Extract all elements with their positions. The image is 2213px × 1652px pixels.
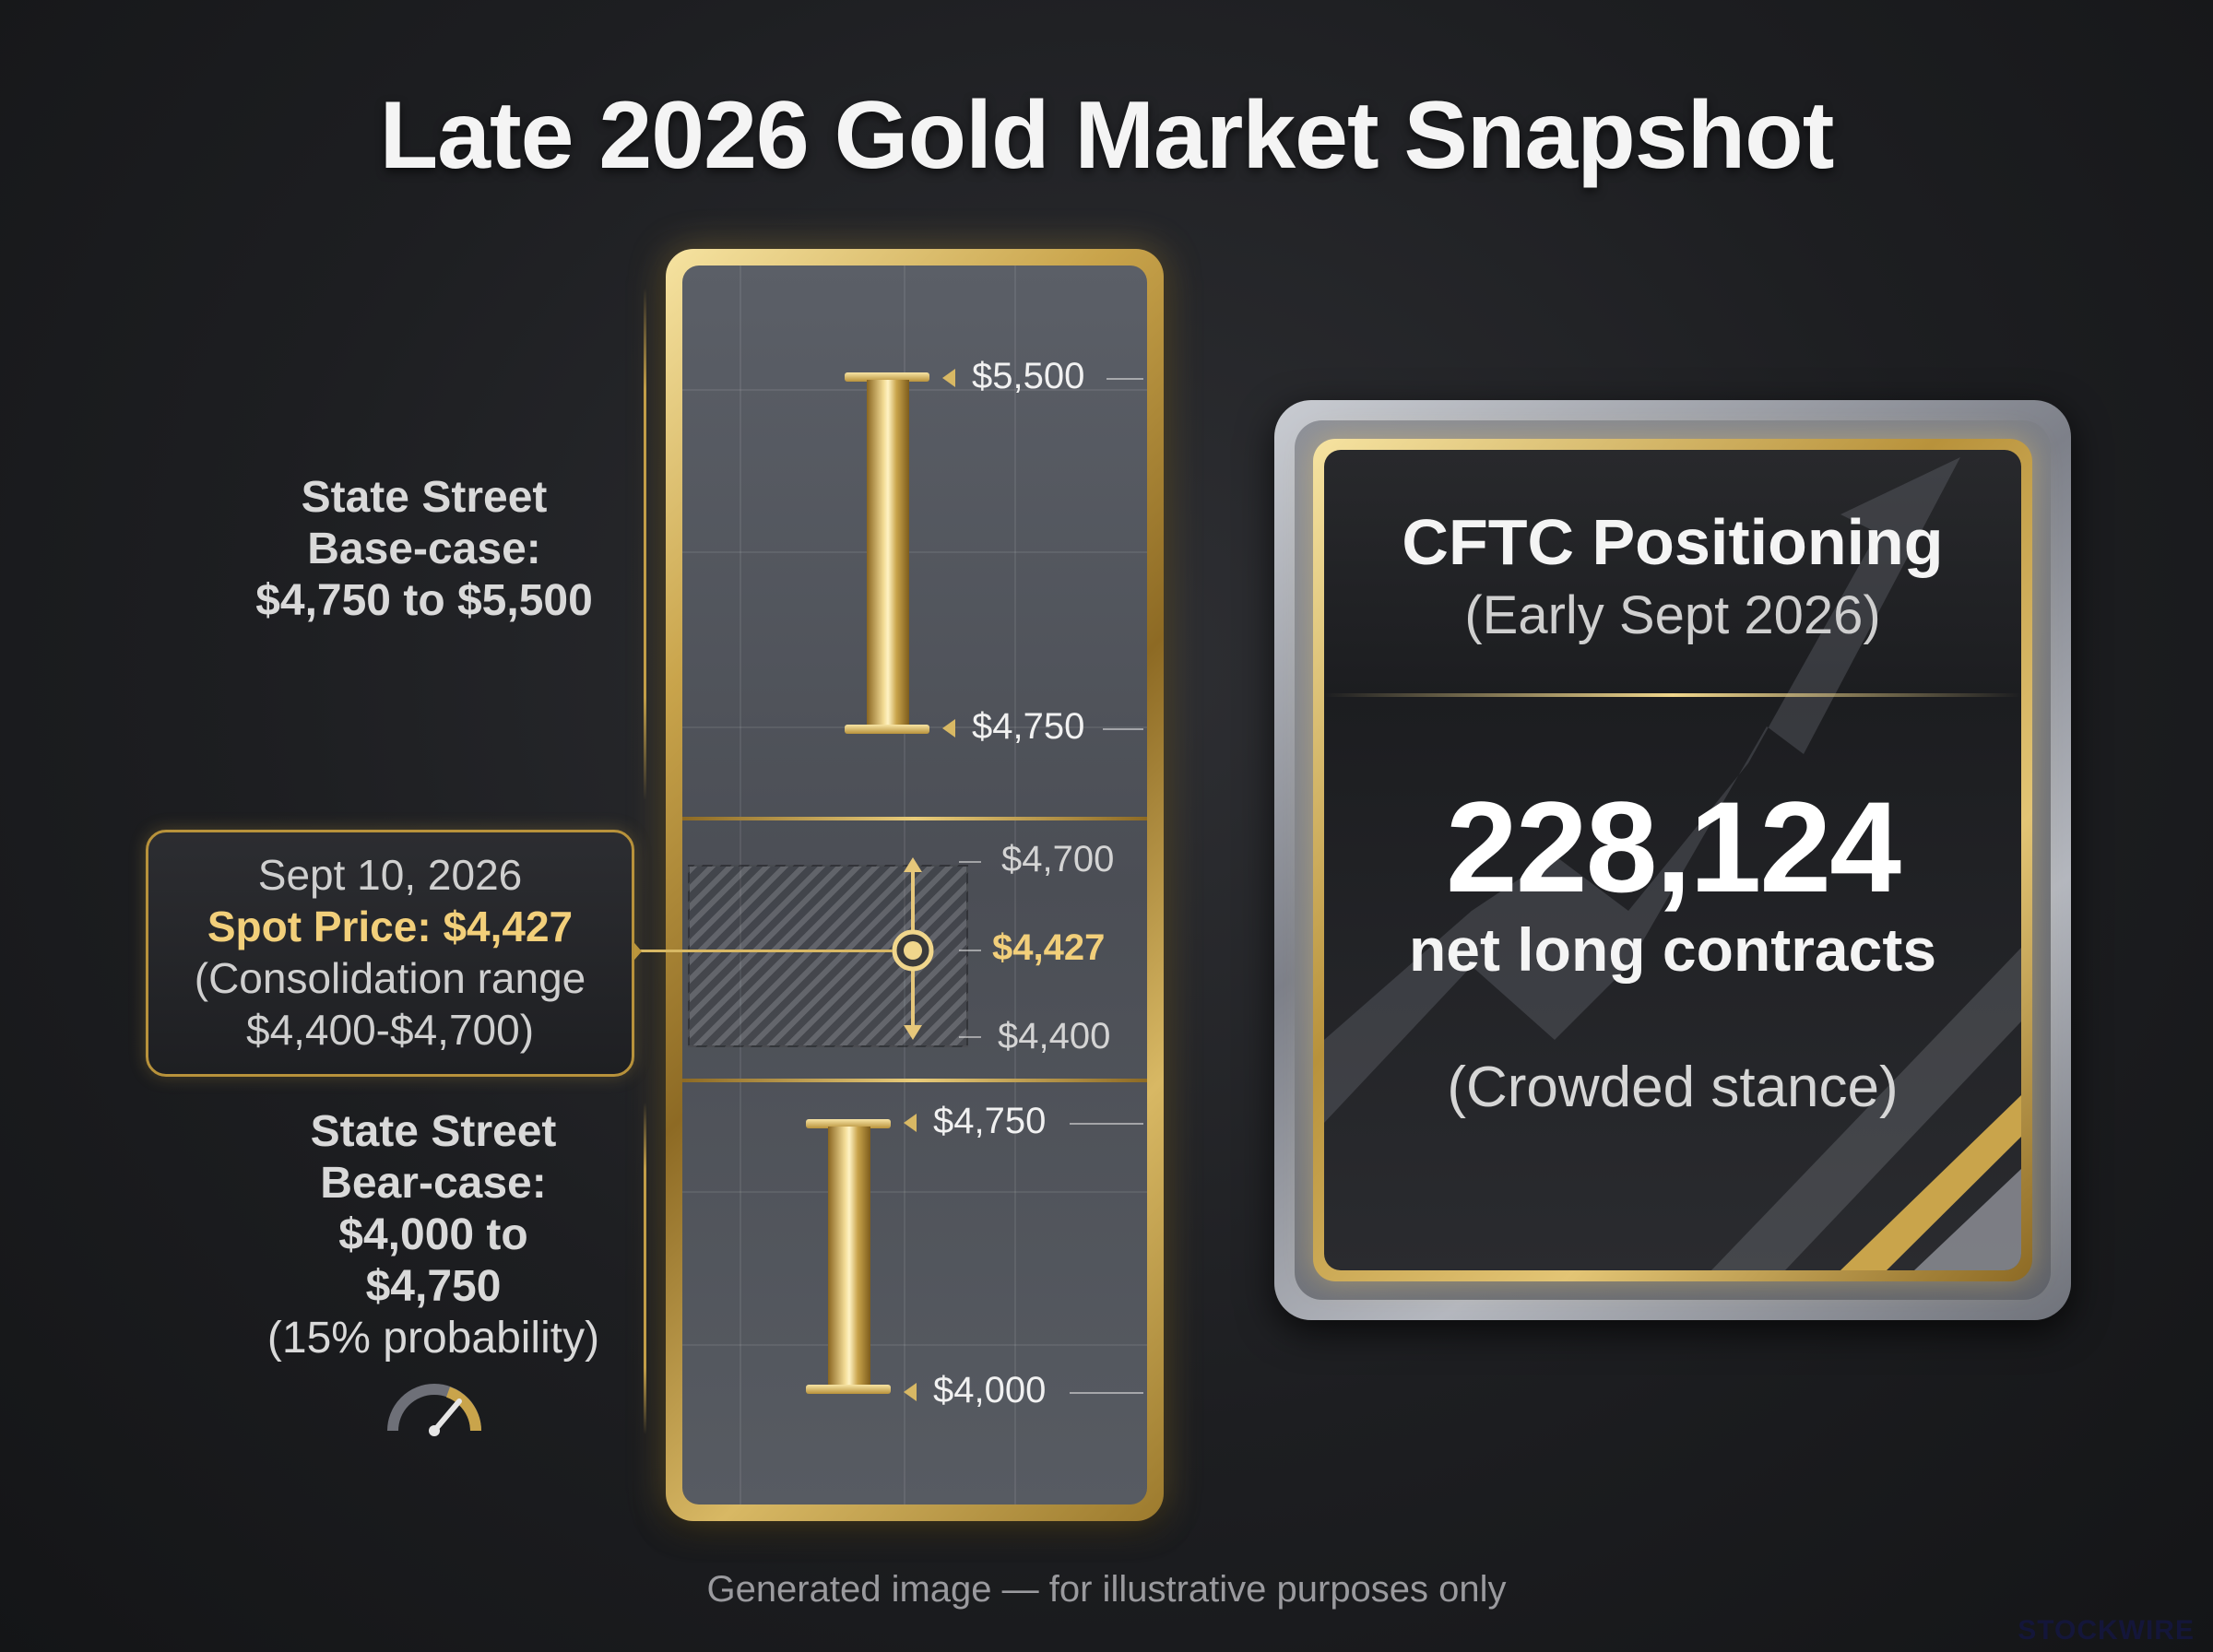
base-case-range: $4,750 to $5,500 xyxy=(255,576,593,625)
brand-watermark: STOCKWIRE xyxy=(2018,1615,2195,1646)
base-case-bar-bottom xyxy=(845,725,929,734)
base-low-pointer xyxy=(942,719,955,738)
bear-case-line2: Bear-case: xyxy=(320,1159,547,1208)
base-case-bracket xyxy=(644,288,646,800)
spot-marker xyxy=(892,857,934,1040)
base-case-text: State Street Base-case: $4,750 to $5,500 xyxy=(203,472,645,627)
base-case-bar xyxy=(867,380,909,726)
spot-date: Sept 10, 2026 xyxy=(257,851,523,899)
cftc-card-divider xyxy=(1324,693,2021,697)
cftc-card: CFTC Positioning (Early Sept 2026) 228,1… xyxy=(1324,450,2021,1270)
spot-lower-label: $4,400 xyxy=(998,1016,1111,1056)
consolidation-range-line2: $4,400-$4,700) xyxy=(245,1006,535,1054)
spot-price-callout: Sept 10, 2026 Spot Price: $4,427 (Consol… xyxy=(146,830,634,1077)
bear-case-line4: $4,750 xyxy=(365,1262,502,1311)
cftc-note: (Crowded stance) xyxy=(1447,1056,1899,1119)
spot-price: Spot Price: $4,427 xyxy=(207,903,574,950)
bear-case-bracket xyxy=(644,1103,646,1434)
cftc-value: 228,124 xyxy=(1445,774,1901,919)
spot-price-label: $4,427 xyxy=(992,927,1106,968)
bear-case-line3: $4,000 to xyxy=(338,1210,528,1259)
cftc-unit: net long contracts xyxy=(1408,915,1937,984)
cftc-subtitle: (Early Sept 2026) xyxy=(1464,585,1881,645)
base-high-tick xyxy=(1106,378,1143,380)
cftc-title: CFTC Positioning xyxy=(1402,506,1944,578)
bear-case-text: State Street Bear-case: $4,000 to $4,750… xyxy=(212,1106,655,1364)
gauge-icon xyxy=(387,1384,481,1436)
footer-disclaimer: Generated image — for illustrative purpo… xyxy=(706,1569,1507,1610)
spot-lower-tick xyxy=(959,1036,981,1038)
spot-connector xyxy=(640,950,893,952)
spot-upper-label: $4,700 xyxy=(1001,839,1115,879)
bear-case-bar-bottom xyxy=(806,1385,891,1394)
bear-case-bar xyxy=(828,1127,870,1386)
section-divider-top xyxy=(682,817,1147,820)
bear-high-label: $4,750 xyxy=(933,1101,1047,1141)
page-title: Late 2026 Gold Market Snapshot xyxy=(379,82,1835,189)
bear-high-pointer xyxy=(904,1114,917,1132)
bear-low-pointer xyxy=(904,1383,917,1401)
base-high-label: $5,500 xyxy=(972,356,1085,396)
consolidation-range-line1: (Consolidation range xyxy=(194,954,586,1002)
base-low-tick xyxy=(1103,728,1143,730)
bear-high-tick xyxy=(1070,1123,1143,1125)
base-case-line2: Base-case: xyxy=(307,525,541,573)
bear-low-tick xyxy=(1070,1392,1143,1394)
section-divider-bottom xyxy=(682,1079,1147,1082)
bear-low-label: $4,000 xyxy=(933,1370,1047,1410)
spot-upper-tick xyxy=(959,861,981,863)
base-case-line1: State Street xyxy=(301,473,548,522)
spot-price-tick xyxy=(959,950,981,951)
bear-case-line1: State Street xyxy=(310,1107,557,1156)
base-case-bar-top xyxy=(845,372,929,382)
trend-arrow-icon xyxy=(1324,457,2021,1270)
base-low-label: $4,750 xyxy=(972,706,1085,747)
bear-case-probability: (15% probability) xyxy=(266,1314,600,1363)
bear-case-bar-top xyxy=(806,1119,891,1128)
base-high-pointer xyxy=(942,369,955,387)
